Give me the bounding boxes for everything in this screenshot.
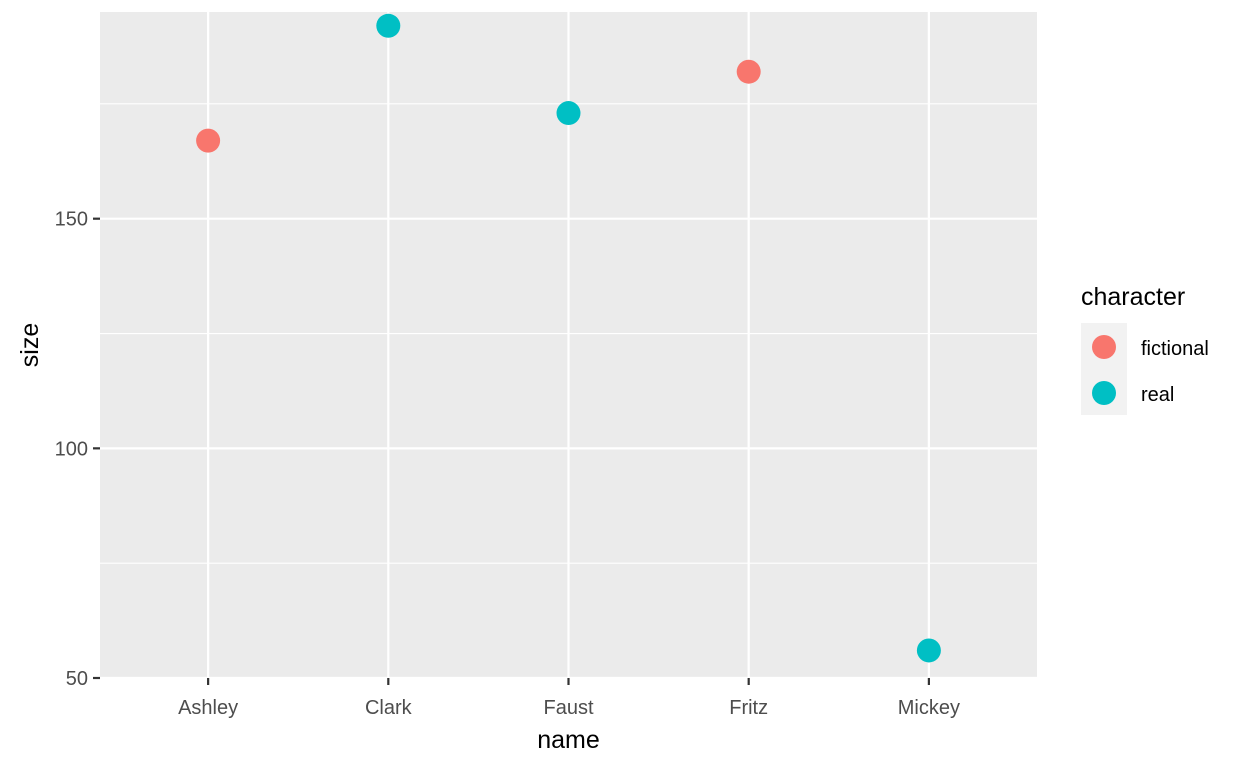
data-points [196,13,941,663]
x-tick-label: Faust [543,697,593,719]
legend: character fictional real [1081,283,1209,415]
x-axis-title: name [537,726,600,754]
x-tick-label: Clark [365,697,413,719]
x-tick-label: Ashley [178,697,238,719]
data-point-fritz [736,59,761,84]
y-tick-label: 100 [55,438,88,460]
data-point-mickey [916,638,941,663]
y-axis-ticks: 50 100 150 [55,209,100,690]
legend-label-fictional: fictional [1141,338,1209,360]
y-tick-label: 50 [66,668,88,690]
legend-key-real [1092,381,1116,405]
y-axis-title: size [16,323,44,367]
data-point-faust [556,101,581,126]
data-point-ashley [196,128,221,153]
x-axis-ticks: Ashley Clark Faust Fritz Mickey [178,678,960,719]
legend-key-fictional [1092,335,1116,359]
legend-title: character [1081,283,1185,311]
data-point-clark [376,13,401,38]
x-tick-label: Mickey [898,697,960,719]
x-tick-label: Fritz [729,697,768,719]
y-tick-label: 150 [55,209,88,231]
legend-label-real: real [1141,384,1174,406]
